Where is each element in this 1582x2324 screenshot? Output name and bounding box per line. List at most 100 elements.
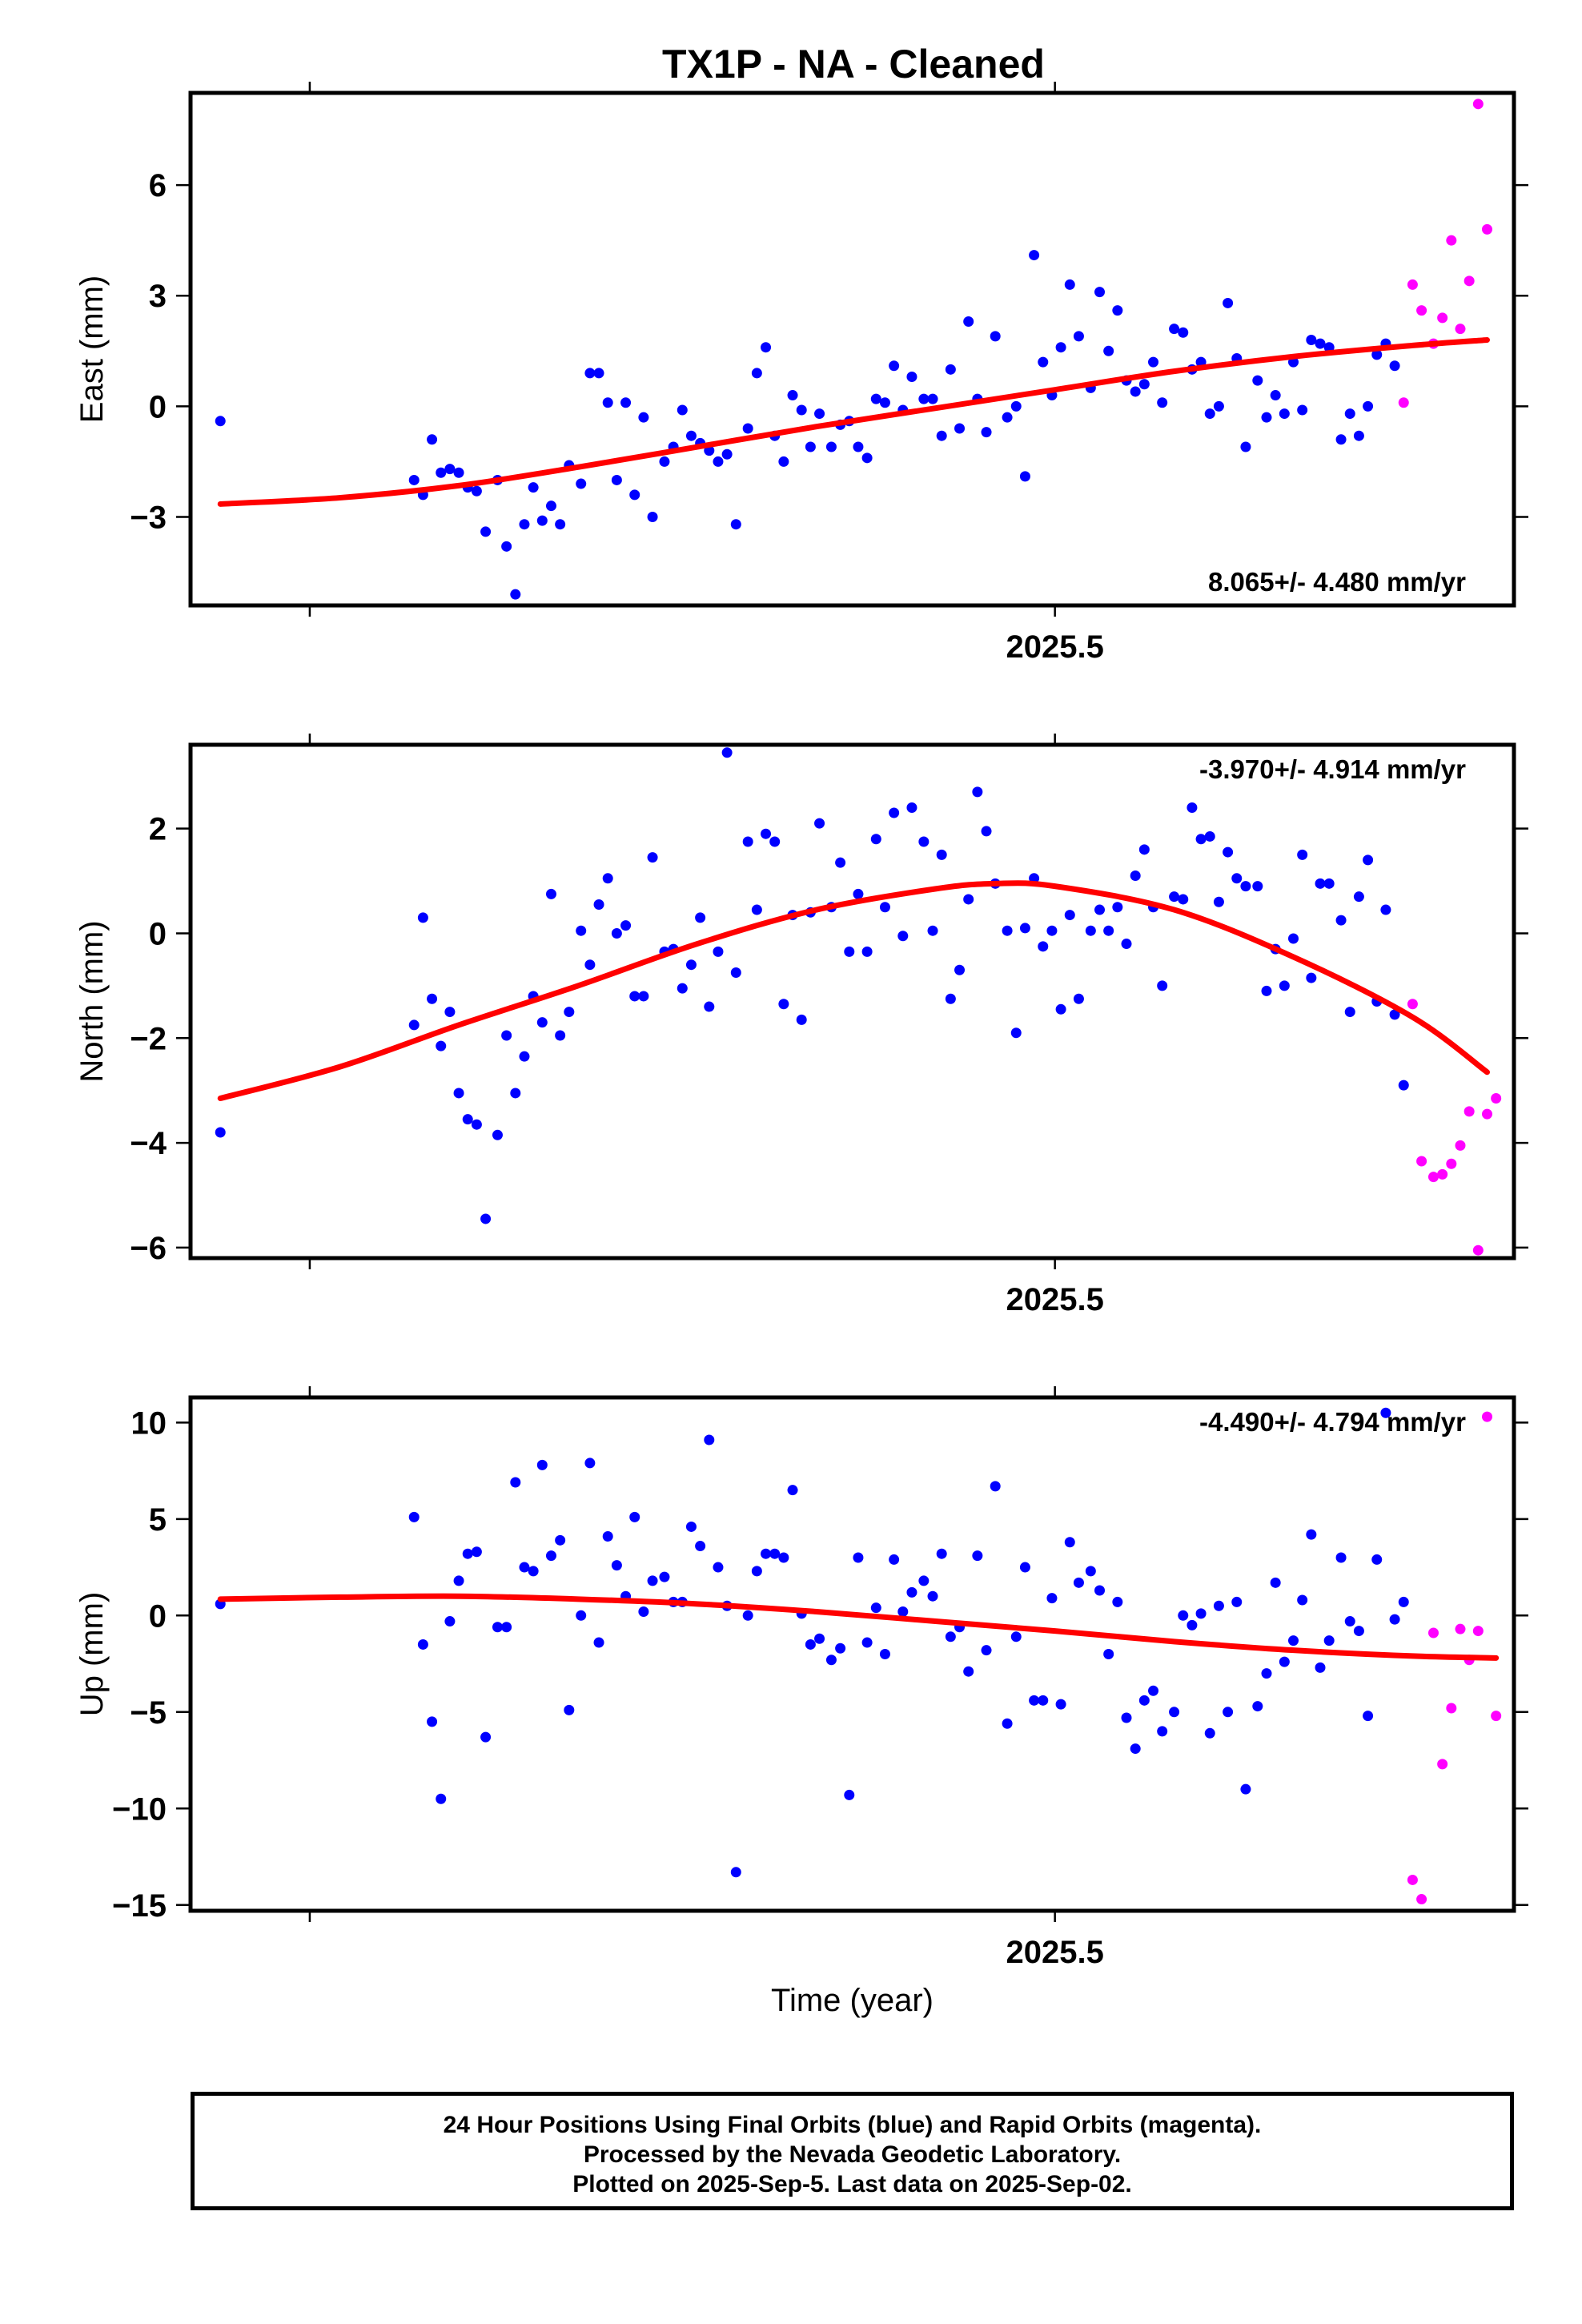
east-final-point: [1363, 400, 1374, 412]
up-final-point: [1398, 1596, 1409, 1607]
north-final-point: [417, 912, 428, 923]
up-x-axis-label: Time (year): [771, 1983, 934, 2018]
east-final-point: [906, 372, 917, 383]
east-final-point: [814, 408, 825, 420]
east-final-point: [936, 430, 947, 441]
east-final-point: [1279, 408, 1290, 420]
up-final-point: [1029, 1695, 1040, 1706]
north-final-point: [677, 983, 688, 994]
east-final-point: [519, 519, 530, 530]
east-final-point: [861, 452, 873, 464]
up-final-point: [1055, 1699, 1066, 1710]
north-final-point: [1297, 849, 1308, 860]
up-final-point: [1261, 1668, 1272, 1679]
east-final-point: [408, 474, 420, 485]
north-final-point: [1195, 834, 1207, 845]
up-final-point: [593, 1637, 604, 1648]
up-final-point: [990, 1481, 1001, 1492]
north-final-point: [611, 927, 622, 939]
north-x-tick-label: 2025.5: [1006, 1282, 1103, 1317]
up-final-point: [576, 1610, 587, 1621]
north-final-point: [685, 959, 697, 971]
north-final-point: [584, 959, 596, 971]
footer-line-plotted: Plotted on 2025-Sep-5. Last data on 2025…: [572, 2171, 1132, 2197]
north-final-point: [1064, 910, 1075, 921]
up-final-point: [427, 1716, 438, 1727]
up-final-point: [787, 1485, 798, 1496]
east-final-point: [453, 467, 464, 478]
north-final-point: [1240, 881, 1251, 892]
north-rapid-point: [1481, 1108, 1492, 1120]
north-final-point: [1019, 923, 1030, 934]
north-final-point: [721, 747, 733, 758]
east-final-point: [620, 397, 632, 408]
up-y-tick-label: −5: [130, 1695, 167, 1731]
east-final-point: [1204, 408, 1215, 420]
up-final-point: [963, 1666, 974, 1677]
north-final-point: [769, 836, 781, 847]
north-panel: 2025.5 −6 −4 −2 0 2 North (mm) -3.970+/- 4.914 …: [74, 734, 1528, 1317]
up-rapid-point: [1491, 1711, 1502, 1722]
up-final-point: [825, 1655, 837, 1666]
east-final-point: [1213, 400, 1224, 412]
north-final-point: [629, 991, 640, 1002]
up-final-point: [528, 1566, 539, 1577]
north-rapid-point: [1416, 1156, 1427, 1167]
up-final-point: [492, 1622, 503, 1633]
up-final-point: [659, 1571, 670, 1582]
east-final-point: [853, 441, 864, 452]
east-final-point: [1002, 412, 1013, 423]
up-y-tick-label: −10: [112, 1791, 167, 1827]
east-final-point: [879, 397, 890, 408]
up-final-point: [1046, 1593, 1058, 1604]
up-final-point: [462, 1548, 473, 1559]
up-final-point: [471, 1546, 482, 1558]
up-final-point: [778, 1552, 789, 1563]
north-final-point: [1344, 1007, 1355, 1018]
north-rapid-point: [1407, 999, 1418, 1010]
east-model-curve: [217, 336, 1490, 507]
north-y-tick-label: 2: [149, 812, 167, 847]
north-final-point: [1010, 1027, 1022, 1039]
east-final-point: [963, 316, 974, 327]
north-final-point: [730, 967, 741, 979]
up-final-point: [918, 1575, 930, 1586]
east-final-point: [1315, 338, 1326, 349]
north-final-point: [593, 899, 604, 910]
east-final-point: [1389, 360, 1400, 372]
up-final-point: [927, 1590, 938, 1602]
up-final-point: [555, 1534, 566, 1546]
up-rapid-point: [1472, 1626, 1484, 1637]
north-rapid-point: [1464, 1106, 1475, 1117]
north-final-point: [492, 1129, 503, 1140]
north-final-point: [427, 993, 438, 1004]
north-final-point: [1121, 939, 1132, 950]
north-final-point: [936, 849, 947, 860]
north-final-point: [918, 836, 930, 847]
up-final-point: [897, 1606, 909, 1617]
east-final-point: [1306, 334, 1317, 345]
north-final-point: [778, 999, 789, 1010]
east-final-point: [721, 448, 733, 460]
up-final-point: [761, 1548, 772, 1559]
up-final-point: [889, 1554, 900, 1565]
east-final-point: [593, 368, 604, 379]
east-y-tick-label: −3: [130, 500, 167, 535]
north-y-tick-label: 0: [149, 916, 167, 951]
north-final-point: [1130, 870, 1141, 882]
east-final-point: [1064, 279, 1075, 290]
north-final-point: [1261, 985, 1272, 996]
up-final-point: [1178, 1610, 1189, 1621]
north-final-point: [1389, 1009, 1400, 1020]
east-final-point: [1223, 297, 1234, 308]
up-final-point: [853, 1552, 864, 1563]
east-final-point: [1335, 434, 1347, 445]
north-rapid-point: [1446, 1158, 1457, 1169]
up-final-point: [835, 1642, 846, 1654]
north-final-point: [1138, 844, 1150, 855]
east-final-point: [1103, 345, 1114, 356]
east-final-point: [501, 541, 512, 552]
east-final-point: [677, 404, 688, 416]
east-final-point: [889, 360, 900, 372]
east-final-point: [1094, 287, 1106, 298]
